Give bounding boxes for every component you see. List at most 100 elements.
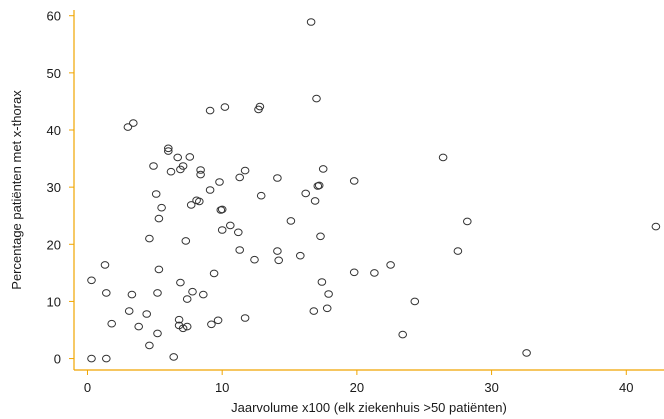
data-point	[123, 123, 133, 131]
data-point	[186, 201, 196, 209]
x-tick-label: 40	[619, 380, 633, 395]
data-point	[205, 106, 215, 115]
y-tick-label: 0	[54, 352, 61, 367]
data-point	[87, 276, 96, 285]
data-point	[151, 190, 161, 198]
data-point	[153, 289, 162, 297]
data-point	[153, 329, 162, 338]
tick-group: 0 10 20 30 40 50 60 0 10 20 30 40	[47, 9, 634, 395]
data-point	[217, 226, 227, 234]
data-point	[209, 269, 219, 278]
y-tick-label: 10	[47, 294, 61, 309]
data-point	[102, 289, 111, 297]
data-point	[296, 251, 305, 260]
data-point	[312, 94, 321, 103]
y-axis-title: Percentage patiënten met x-thorax	[9, 90, 24, 290]
data-point	[651, 222, 661, 231]
y-tick-label: 30	[47, 180, 61, 195]
data-point	[398, 330, 408, 339]
data-point	[181, 237, 191, 245]
data-point	[386, 261, 395, 269]
y-tick-label: 50	[47, 66, 61, 81]
data-point	[185, 153, 195, 161]
data-points	[87, 18, 661, 363]
x-tick-label: 0	[84, 380, 91, 395]
data-point	[324, 290, 333, 298]
x-axis-title: Jaarvolume x100 (elk ziekenhuis >50 pati…	[231, 400, 507, 415]
data-point	[256, 191, 266, 200]
data-point	[215, 178, 224, 186]
data-point	[220, 103, 230, 111]
data-point	[142, 310, 151, 318]
data-point	[273, 174, 282, 182]
data-point	[145, 341, 154, 350]
data-point	[173, 153, 182, 162]
data-point	[310, 197, 320, 205]
y-tick-label: 40	[47, 123, 61, 138]
y-tick-label: 20	[47, 237, 61, 252]
data-point	[410, 297, 420, 306]
x-tick-label: 20	[350, 380, 364, 395]
data-point	[301, 189, 311, 198]
data-point	[273, 247, 282, 255]
data-point	[164, 147, 173, 155]
data-point	[318, 165, 328, 173]
data-point	[463, 217, 472, 226]
data-point	[87, 354, 96, 363]
data-point	[453, 247, 463, 255]
data-point	[182, 322, 192, 331]
data-point	[205, 186, 215, 194]
data-point	[322, 304, 332, 313]
data-point	[274, 256, 284, 265]
data-point	[149, 162, 158, 170]
data-point	[129, 119, 138, 127]
data-point	[317, 278, 327, 286]
data-point	[286, 217, 296, 225]
data-point	[349, 268, 359, 277]
data-point	[100, 261, 110, 269]
data-point	[196, 166, 205, 174]
data-point	[145, 234, 154, 243]
data-point	[102, 354, 111, 363]
data-point	[309, 307, 319, 315]
data-point	[188, 287, 197, 296]
data-point	[226, 221, 235, 230]
data-point	[250, 255, 259, 264]
data-point	[164, 144, 173, 153]
data-point	[255, 102, 265, 111]
data-point	[316, 232, 325, 241]
data-point	[199, 290, 208, 299]
data-point	[169, 353, 178, 361]
data-point	[196, 170, 205, 179]
data-point	[349, 177, 359, 185]
x-tick-label: 30	[484, 380, 498, 395]
data-point	[213, 316, 223, 325]
axes	[73, 10, 664, 371]
data-point	[154, 214, 164, 223]
data-point	[178, 162, 188, 170]
data-point	[234, 228, 243, 237]
data-point	[192, 196, 201, 205]
data-point	[240, 314, 250, 322]
data-point	[522, 349, 531, 357]
data-point	[182, 295, 192, 303]
data-point	[176, 278, 185, 287]
data-point	[235, 246, 244, 254]
data-point	[124, 307, 134, 315]
data-point	[134, 322, 143, 331]
data-point	[370, 269, 379, 277]
y-tick-label: 60	[47, 9, 61, 24]
data-point	[207, 320, 216, 329]
data-point	[235, 173, 244, 182]
data-point	[154, 265, 164, 274]
x-tick-label: 10	[215, 380, 229, 395]
data-point	[217, 205, 227, 214]
data-point	[157, 203, 166, 212]
data-point	[174, 315, 184, 324]
data-point	[314, 181, 324, 190]
data-point	[127, 290, 137, 299]
data-point	[174, 321, 184, 330]
data-point	[438, 153, 448, 162]
data-point	[166, 167, 176, 176]
